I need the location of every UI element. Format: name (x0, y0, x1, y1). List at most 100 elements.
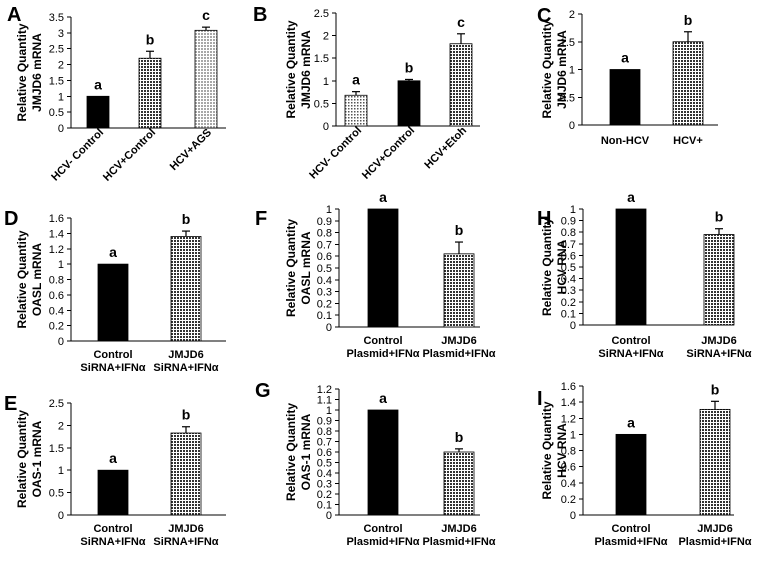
bar-1 (86, 95, 110, 129)
y-axis-title: Relative Quantity JMJD6 mRNA (15, 23, 44, 121)
category-label: Control (611, 523, 650, 535)
y-axis-title-line: JMJD6 mRNA (30, 33, 44, 112)
chart-panel-f: F Relative Quantity OASL mRNA 00.10.20.30.4… (255, 189, 496, 360)
category-label: JMJD6 (168, 523, 203, 535)
category-label: HCV+AGS (168, 127, 214, 173)
y-tick-label: 0.5 (317, 458, 332, 470)
y-tick-label: 1.2 (49, 244, 64, 256)
bar-1 (344, 94, 368, 127)
bar-2 (170, 236, 202, 342)
bar-2 (672, 41, 704, 126)
y-tick-label: 1 (58, 465, 64, 477)
y-tick-label: 0.5 (314, 98, 329, 110)
y-tick-label: 1.5 (49, 75, 64, 87)
y-tick-label: 0.8 (317, 426, 332, 438)
y-axis-title-line: Relative Quantity (15, 230, 29, 328)
y-axis-title: Relative Quantity HCV RNA (540, 401, 569, 499)
y-tick-label: 0.1 (317, 500, 332, 512)
y-axis-title-line: HCV RNA (555, 239, 569, 294)
category-label: SiRNA+IFNα (153, 536, 218, 548)
category-label: SiRNA+IFNα (80, 536, 145, 548)
bar-1 (615, 208, 647, 326)
y-axis-title-line: Relative Quantity (540, 20, 554, 118)
significance-label: b (182, 407, 191, 423)
category-label: Plasmid+IFNα (678, 536, 751, 548)
bar-2 (138, 57, 162, 129)
y-axis-title-line: Relative Quantity (284, 219, 298, 317)
category-label: Plasmid+IFNα (346, 348, 419, 360)
y-axis-title-line: Relative Quantity (15, 410, 29, 508)
panel-letter: F (255, 208, 267, 230)
y-tick-label: 0.2 (561, 494, 576, 506)
y-tick-label: 0.8 (561, 446, 576, 458)
panel-letter: B (253, 4, 267, 26)
y-tick-label: 0.6 (49, 290, 64, 302)
category-label: Control (363, 335, 402, 347)
y-tick-label: 0.9 (317, 416, 332, 428)
category-label: HCV+ (673, 135, 703, 147)
category-label: JMJD6 (441, 523, 476, 535)
y-tick-label: 1.5 (314, 53, 329, 65)
category-label: HCV+Control (101, 127, 158, 184)
significance-label: a (379, 189, 387, 205)
category-label: HCV+Control (360, 125, 417, 182)
significance-label: a (621, 50, 629, 66)
y-axis-title-line: Relative Quantity (284, 403, 298, 501)
y-axis-title: Relative Quantity OAS-1 mRNA (15, 410, 44, 508)
y-axis-title: Relative Quantity OASL mRNA (15, 230, 44, 328)
y-tick-label: 1 (569, 65, 575, 77)
category-label: Control (363, 523, 402, 535)
y-tick-label: 1.6 (49, 213, 64, 225)
y-tick-label: 0.3 (561, 285, 576, 297)
y-tick-label: 0.4 (561, 274, 576, 286)
significance-label: a (379, 390, 387, 406)
y-tick-label: 1.5 (49, 443, 64, 455)
y-axis-title-line: JMJD6 mRNA (299, 30, 313, 109)
significance-label: b (684, 12, 693, 28)
y-axis-title-line: Relative Quantity (540, 218, 554, 316)
y-tick-label: 1.5 (560, 37, 575, 49)
y-tick-label: 0.8 (561, 227, 576, 239)
y-tick-label: 1.1 (317, 395, 332, 407)
category-label: Plasmid+IFNα (422, 348, 495, 360)
y-tick-label: 0.3 (317, 287, 332, 299)
y-tick-label: 0.3 (317, 479, 332, 491)
y-tick-label: 0.5 (49, 488, 64, 500)
category-label: HCV+Etoh (422, 124, 469, 171)
y-tick-label: 2 (58, 420, 64, 432)
y-axis-title-line: OASL mRNA (299, 231, 313, 304)
significance-label: a (627, 414, 635, 430)
y-tick-label: 0 (58, 336, 64, 348)
y-tick-label: 2 (58, 60, 64, 72)
y-tick-label: 0.1 (317, 310, 332, 322)
panel-letter: A (7, 4, 21, 26)
y-tick-label: 0.2 (49, 321, 64, 333)
significance-label: b (455, 429, 464, 445)
y-axis-title-line: JMJD6 mRNA (555, 30, 569, 109)
y-tick-label: 0.6 (561, 250, 576, 262)
y-tick-label: 1 (58, 91, 64, 103)
bar-1 (615, 433, 647, 516)
y-axis-title: Relative Quantity OASL mRNA (284, 219, 313, 317)
significance-label: b (715, 209, 724, 225)
bar-2 (170, 432, 202, 516)
y-tick-label: 0.1 (561, 308, 576, 320)
bar-1 (367, 409, 399, 516)
significance-label: c (202, 7, 210, 23)
y-tick-label: 3 (58, 28, 64, 40)
y-tick-label: 2 (323, 31, 329, 43)
significance-label: b (146, 31, 155, 47)
chart-panel-b: B Relative Quantity JMJD6 mRNA 0 0.5 1 1.5 2 2.5… (253, 4, 480, 182)
y-tick-label: 1.2 (561, 413, 576, 425)
y-tick-label: 1 (323, 76, 329, 88)
y-axis-title-line: Relative Quantity (15, 23, 29, 121)
y-axis-title: Relative Quantity OAS-1 mRNA (284, 403, 313, 501)
y-tick-label: 0.6 (561, 462, 576, 474)
category-label: Plasmid+IFNα (594, 536, 667, 548)
y-tick-label: 0.6 (317, 447, 332, 459)
